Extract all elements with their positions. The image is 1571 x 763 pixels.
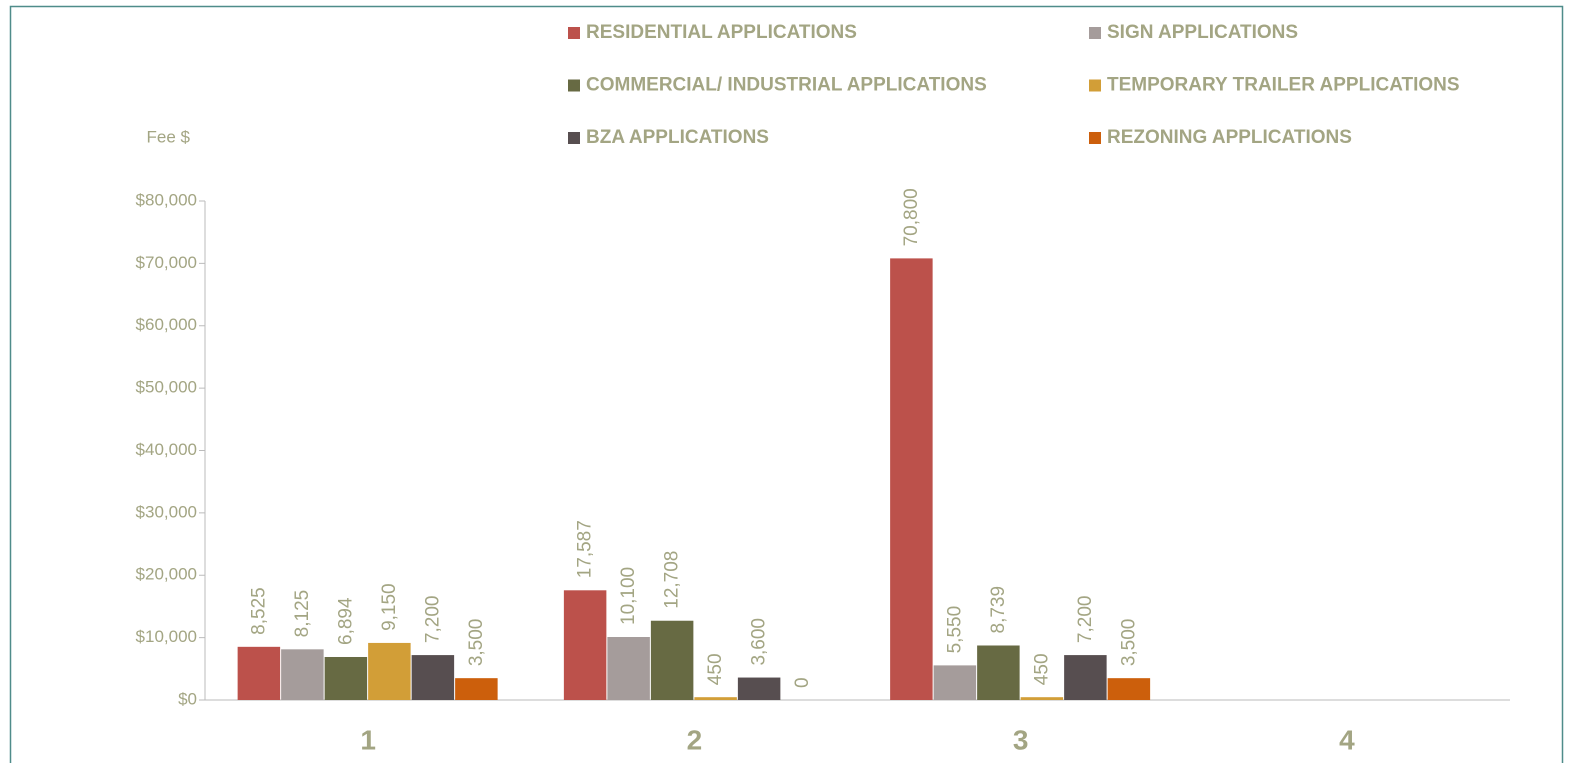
bar <box>455 678 498 700</box>
x-tick-label: 4 <box>1339 724 1355 755</box>
value-label: 12,708 <box>662 551 683 609</box>
bar <box>607 637 650 700</box>
y-tick-label: $70,000 <box>136 253 197 272</box>
legend-label: COMMERCIAL/ INDUSTRIAL APPLICATIONS <box>586 75 987 96</box>
value-label: 5,550 <box>944 606 965 654</box>
legend-label: SIGN APPLICATIONS <box>1107 22 1298 43</box>
bar <box>1107 678 1151 700</box>
value-label: 17,587 <box>575 520 596 578</box>
y-tick-label: $40,000 <box>136 440 197 459</box>
bar <box>237 646 281 700</box>
bar <box>890 258 933 700</box>
bar <box>694 697 737 700</box>
value-label: 9,150 <box>379 583 400 631</box>
bar <box>411 655 455 700</box>
legend-swatch <box>1089 79 1101 92</box>
value-label: 6,894 <box>335 597 356 645</box>
chart-border <box>9 5 1564 763</box>
bar <box>324 656 368 700</box>
value-label: 450 <box>705 653 726 685</box>
bar <box>977 645 1020 700</box>
legend-swatch <box>568 27 580 39</box>
legend-swatch <box>568 132 580 144</box>
value-label: 7,200 <box>422 596 443 644</box>
value-label: 8,125 <box>292 590 313 638</box>
legend-label: TEMPORARY TRAILER APPLICATIONS <box>1107 75 1460 96</box>
legend-label: REZONING APPLICATIONS <box>1107 127 1352 148</box>
bar <box>1064 655 1107 700</box>
value-label: 450 <box>1031 653 1052 685</box>
legend-swatch <box>568 79 580 92</box>
bar <box>737 677 781 700</box>
x-tick-label: 1 <box>360 724 376 755</box>
y-tick-label: $80,000 <box>136 190 197 209</box>
bar <box>650 620 694 700</box>
value-label: 3,500 <box>466 619 487 667</box>
legend-swatch <box>1089 27 1101 39</box>
bar <box>933 665 977 700</box>
value-label: 8,739 <box>988 586 1009 634</box>
value-label: 3,500 <box>1118 619 1139 667</box>
legend-label: BZA APPLICATIONS <box>586 127 769 148</box>
bar <box>281 649 324 700</box>
x-tick-label: 3 <box>1013 724 1029 755</box>
legend-label: RESIDENTIAL APPLICATIONS <box>586 22 857 43</box>
value-label: 7,200 <box>1075 596 1096 644</box>
bar <box>1020 697 1064 700</box>
y-tick-label: $20,000 <box>136 565 197 584</box>
bar <box>368 642 411 700</box>
y-tick-label: $50,000 <box>136 378 197 397</box>
value-label: 70,800 <box>901 188 922 246</box>
y-tick-label: $0 <box>178 689 197 708</box>
y-tick-label: $10,000 <box>136 627 197 646</box>
y-tick-label: $30,000 <box>136 502 197 521</box>
value-label: 10,100 <box>618 567 639 625</box>
bar <box>563 590 607 700</box>
legend-swatch <box>1089 132 1101 144</box>
value-label: 0 <box>792 677 813 688</box>
y-axis-label: Fee $ <box>147 127 191 146</box>
x-tick-label: 2 <box>687 724 703 755</box>
y-tick-label: $60,000 <box>136 315 197 334</box>
value-label: 3,600 <box>749 618 770 666</box>
value-label: 8,525 <box>248 587 269 635</box>
